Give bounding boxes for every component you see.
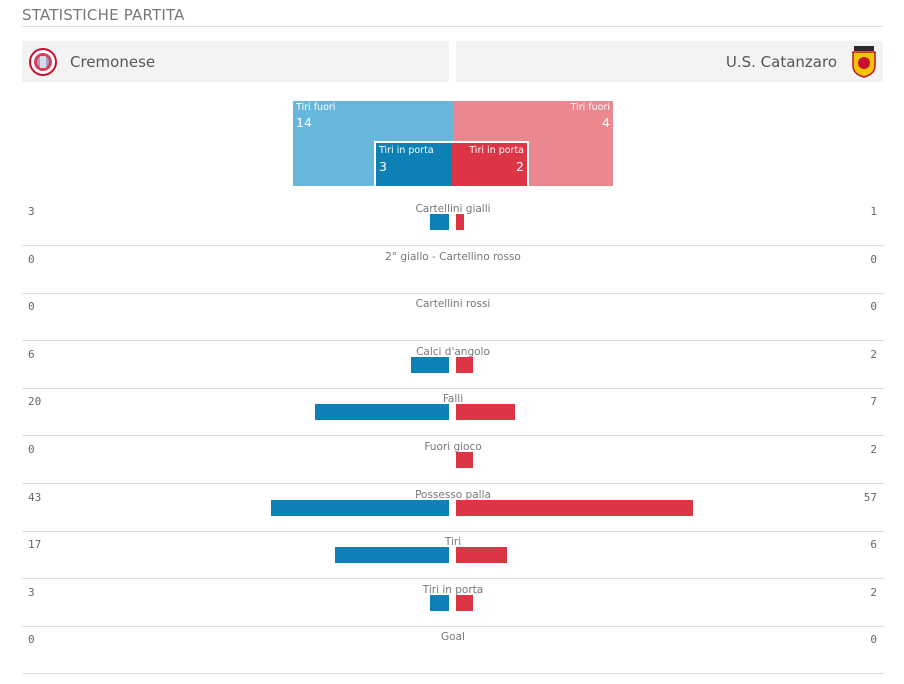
stat-row: 17 Tiri 6 [22, 531, 884, 580]
away-shots-on-block: Tiri in porta 2 [451, 143, 527, 186]
stat-row: 43 Possesso palla 57 [22, 484, 884, 532]
stat-away-value: 2 [870, 347, 877, 361]
stat-row: 6 Calci d'angolo 2 [22, 341, 884, 389]
stat-label: Cartellini gialli [415, 203, 491, 215]
stat-home-bar [430, 214, 449, 230]
cremonese-crest-icon [28, 47, 58, 77]
stat-home-bar [411, 356, 449, 373]
stat-home-value: 17 [28, 538, 42, 552]
title-divider [22, 26, 883, 27]
away-shots-on-label: Tiri in porta [469, 145, 524, 156]
stat-row: 20 Falli 7 [22, 388, 884, 437]
stat-label: Falli [442, 393, 464, 406]
home-shots-on-label: Tiri in porta [379, 145, 434, 156]
stat-away-bar [456, 594, 473, 611]
stat-label: 2° giallo - Cartellino rosso [385, 250, 521, 263]
stat-label: Fuori gioco [424, 441, 482, 453]
stat-home-value: 6 [28, 347, 35, 361]
home-shots-on-value: 3 [379, 159, 387, 174]
stat-home-value: 0 [28, 252, 35, 266]
away-team-name: U.S. Catanzaro [725, 52, 837, 71]
stat-row: 0 Goal 0 [22, 626, 884, 675]
stat-away-bar [456, 404, 515, 421]
stat-away-value: 2 [870, 443, 877, 456]
home-shots-on-block: Tiri in porta 3 [376, 143, 452, 186]
stat-home-value: 43 [28, 490, 42, 504]
stat-label: Possesso palla [415, 488, 491, 501]
home-shots-off-value: 14 [296, 115, 312, 130]
stat-away-bar [456, 452, 473, 468]
stat-home-value: 0 [28, 633, 35, 647]
stat-label: Goal [441, 631, 465, 644]
home-team-name: Cremonese [70, 52, 156, 71]
stat-away-value: 0 [870, 252, 877, 266]
away-team-header: U.S. Catanzaro [456, 41, 883, 82]
stat-row: 0 Fuori gioco 2 [22, 436, 884, 484]
section-title: STATISTICHE PARTITA [22, 6, 185, 24]
stat-label: Tiri [444, 536, 462, 549]
away-shots-on-value: 2 [516, 159, 524, 174]
shots-summary: Tiri fuori 14 Tiri fuori 4 Tiri in porta… [293, 101, 613, 186]
stat-label: Cartellini rossi [415, 298, 491, 311]
stat-away-bar [456, 499, 693, 516]
stat-away-value: 7 [870, 395, 877, 409]
stat-row: 0 Cartellini rossi 0 [22, 293, 884, 342]
stat-away-bar [456, 214, 464, 230]
shots-on-target-box: Tiri in porta 3 Tiri in porta 2 [374, 141, 529, 186]
stat-row: 3 Cartellini gialli 1 [22, 198, 884, 246]
stat-label: Calci d'angolo [416, 345, 490, 358]
stat-row: 3 Tiri in porta 2 [22, 579, 884, 627]
stat-home-value: 3 [28, 585, 35, 599]
stat-away-value: 0 [870, 633, 877, 647]
stat-home-bar [271, 499, 449, 516]
stat-home-bar [335, 547, 449, 564]
stat-home-value: 0 [28, 443, 35, 456]
stat-away-bar [456, 356, 473, 373]
stat-away-value: 2 [870, 585, 877, 599]
away-shots-off-value: 4 [602, 115, 610, 130]
away-shots-off-label: Tiri fuori [570, 102, 610, 113]
stat-away-value: 57 [863, 490, 877, 504]
home-shots-off-label: Tiri fuori [296, 102, 336, 113]
stat-away-bar [456, 547, 507, 564]
stat-home-bar [315, 404, 449, 421]
stat-label: Tiri in porta [422, 583, 484, 596]
stat-away-value: 6 [870, 538, 877, 552]
stat-away-value: 0 [870, 300, 877, 314]
stat-home-value: 20 [28, 395, 42, 409]
stat-home-value: 3 [28, 205, 35, 218]
catanzaro-crest-icon [851, 45, 877, 78]
stat-row: 0 2° giallo - Cartellino rosso 0 [22, 246, 884, 294]
stat-away-value: 1 [870, 205, 877, 218]
home-team-header: Cremonese [22, 41, 449, 82]
stat-home-bar [430, 594, 449, 611]
stat-home-value: 0 [28, 300, 35, 314]
